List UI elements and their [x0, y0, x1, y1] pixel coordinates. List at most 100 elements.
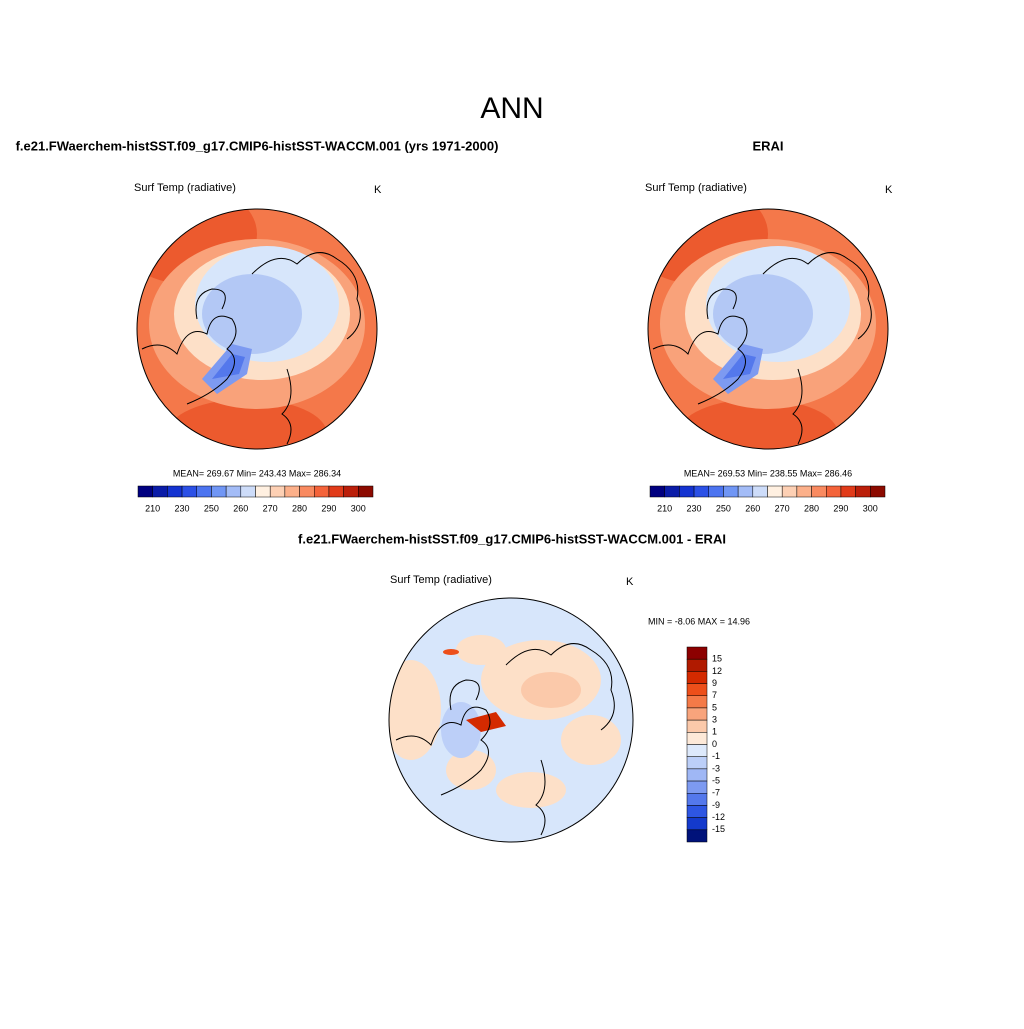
colorbar-label: 270: [263, 503, 278, 513]
colorbar-box: [686, 829, 708, 843]
colorbar-label: -5: [712, 775, 720, 785]
polar-map: [648, 209, 888, 449]
colorbar-label: -3: [712, 763, 720, 773]
colorbar-label: 280: [292, 503, 307, 513]
colorbar-box: [211, 485, 227, 498]
colorbar-box: [686, 756, 708, 770]
colorbar-box: [679, 485, 695, 498]
units-label: K: [374, 184, 382, 196]
map-region: [443, 649, 459, 655]
colorbar-box: [826, 485, 842, 498]
stats-label: MEAN= 269.67 Min= 243.43 Max= 286.34: [173, 468, 341, 478]
colorbar-label: 210: [657, 503, 672, 513]
colorbar-box: [870, 485, 886, 498]
polar-map: [389, 598, 633, 842]
colorbar-box: [796, 485, 812, 498]
units-label: K: [626, 576, 634, 588]
map-boundary: [647, 208, 889, 450]
colorbar-box: [686, 719, 708, 733]
map-boundary: [136, 208, 378, 450]
map-region: [713, 274, 813, 354]
map-region: [456, 635, 506, 665]
coastline: [652, 252, 872, 445]
colorbar-box: [649, 485, 665, 498]
map-region: [496, 772, 566, 808]
colorbar-box: [328, 485, 344, 498]
colorbar-box: [767, 485, 783, 498]
colorbar-box: [686, 707, 708, 721]
colorbar-box: [686, 732, 708, 745]
colorbar-label: -1: [712, 751, 720, 761]
colorbar-label: 12: [712, 666, 722, 676]
colorbar-box: [152, 485, 168, 498]
colorbar-label: 0: [712, 739, 717, 749]
map-region: [441, 702, 481, 758]
colorbar-box: [686, 780, 708, 794]
colorbar-label: 230: [175, 503, 190, 513]
colorbar-box: [686, 768, 708, 782]
coastline: [141, 252, 361, 445]
colorbar-box: [686, 805, 708, 818]
colorbar-box: [752, 485, 768, 498]
colorbar-box: [686, 671, 708, 684]
colorbar-box: [693, 485, 709, 498]
colorbar-label: 9: [712, 678, 717, 688]
colorbar-box: [811, 485, 827, 498]
colorbar-box: [686, 658, 708, 672]
colorbar-box: [255, 485, 271, 498]
colorbar-label: 270: [775, 503, 790, 513]
figure-title: ANN: [480, 92, 543, 125]
colorbar-label: 250: [716, 503, 731, 513]
colorbar-box: [314, 485, 330, 498]
panel-title: f.e21.FWaerchem-histSST.f09_g17.CMIP6-hi…: [298, 531, 726, 546]
colorbar-label: 15: [712, 654, 722, 664]
map-region: [521, 672, 581, 708]
colorbar-label: 300: [863, 503, 878, 513]
units-label: K: [885, 184, 893, 196]
colorbar-label: 230: [687, 503, 702, 513]
map-region: [202, 274, 302, 354]
colorbar-box: [686, 817, 708, 831]
stats-label: MEAN= 269.53 Min= 238.55 Max= 286.46: [684, 468, 852, 478]
colorbar-label: 280: [804, 503, 819, 513]
colorbar-label: 300: [351, 503, 366, 513]
colorbar-box: [723, 485, 739, 498]
colorbar-label: 290: [321, 503, 336, 513]
colorbar-label: 5: [712, 702, 717, 712]
map-region: [389, 660, 441, 760]
colorbar-box: [358, 485, 374, 498]
colorbar-label: 250: [204, 503, 219, 513]
colorbar-box: [686, 744, 708, 757]
colorbar-label: 7: [712, 690, 717, 700]
colorbar-box: [269, 485, 286, 498]
colorbar-label: 260: [233, 503, 248, 513]
colorbar-box: [299, 485, 315, 498]
colorbar-box: [664, 485, 680, 498]
colorbar-label: -12: [712, 812, 725, 822]
map-region: [723, 354, 756, 379]
colorbar-box: [781, 485, 798, 498]
colorbar-label: 3: [712, 715, 717, 725]
colorbar-label: -7: [712, 788, 720, 798]
colorbar-label: 210: [145, 503, 160, 513]
map-region: [561, 715, 621, 765]
colorbar-box: [686, 695, 708, 709]
coastline: [395, 643, 615, 836]
colorbar-box: [137, 485, 153, 498]
colorbar-box: [855, 485, 871, 498]
colorbar-box: [686, 683, 708, 696]
stats-label: MIN = -8.06 MAX = 14.96: [648, 616, 750, 626]
variable-label: Surf Temp (radiative): [645, 182, 747, 194]
colorbar-box: [737, 485, 754, 498]
map-region: [446, 750, 496, 790]
colorbar-label: 290: [833, 503, 848, 513]
colorbar-box: [167, 485, 183, 498]
colorbar-label: -15: [712, 824, 725, 834]
colorbar-box: [686, 793, 708, 806]
map-region: [167, 399, 327, 449]
map-region: [466, 712, 506, 732]
colorbar-label: 260: [745, 503, 760, 513]
colorbar-box: [240, 485, 256, 498]
